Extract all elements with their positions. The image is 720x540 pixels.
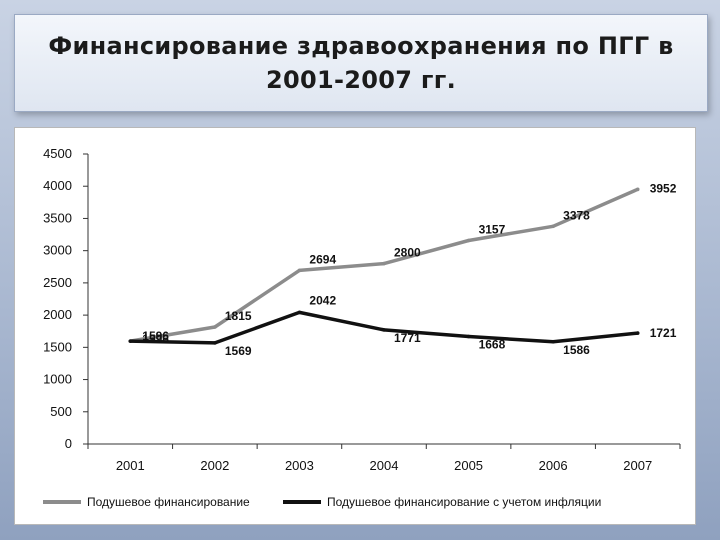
data-label: 1815 [225,309,252,323]
legend-label-1: Подушевое финансирование [87,495,250,509]
y-tick-label: 500 [50,404,72,419]
data-label: 1586 [563,343,590,357]
x-tick-label: 2001 [116,458,145,473]
x-tick-label: 2006 [539,458,568,473]
data-label: 1721 [650,326,677,340]
data-point [128,339,133,343]
data-label: 1569 [225,344,252,358]
data-point [382,261,386,266]
x-tick-label: 2004 [370,458,399,473]
x-tick-label: 2002 [200,458,229,473]
slide-title-box: Финансирование здравоохранения по ПГГ в … [14,14,708,112]
x-tick-label: 2005 [454,458,483,473]
data-point [551,224,555,229]
y-tick-label: 0 [65,436,72,451]
data-point [551,339,555,344]
y-tick-label: 2500 [43,275,72,290]
chart-series [128,187,640,345]
y-axis-tick-labels: 0 500 1000 1500 2000 2500 3000 3500 4000 4500 [43,146,72,451]
data-point [213,341,217,345]
data-label: 1771 [394,331,421,345]
y-tick-label: 1000 [43,372,72,387]
data-point [382,328,386,332]
data-point [213,325,217,329]
data-label: 1596 [142,329,169,343]
data-label: 3157 [479,223,506,237]
x-tick-label: 2007 [623,458,652,473]
data-label: 3378 [563,208,590,222]
x-tick-label: 2003 [285,458,314,473]
line-chart-panel: 0 500 1000 1500 2000 2500 3000 3500 4000 4500 200… [14,127,696,525]
y-tick-label: 2000 [43,307,72,322]
data-label: 1668 [479,338,506,352]
legend-label-2: Подушевое финансирование с учетом инфляц… [327,495,601,509]
data-point [297,268,302,273]
x-axis-tick-labels: 2001 2002 2003 2004 2005 2006 2007 [116,458,652,473]
slide-title: Финансирование здравоохранения по ПГГ в … [48,32,674,94]
data-point [635,331,640,335]
data-point [297,310,302,315]
data-label: 3952 [650,181,677,195]
y-tick-label: 1500 [43,339,72,354]
y-tick-label: 3000 [43,243,72,258]
data-label: 2694 [309,252,336,266]
chart-axes [83,153,681,449]
y-tick-label: 3500 [43,210,72,225]
chart-legend: Подушевое финансирование Подушевое финанс… [43,495,601,509]
y-tick-label: 4000 [43,178,72,193]
data-point [635,187,640,192]
data-label: 2042 [309,293,336,307]
data-label: 1596 [142,332,169,346]
line-chart: 0 500 1000 1500 2000 2500 3000 3500 4000 4500 200… [43,146,681,509]
data-point [466,334,471,339]
data-label: 2800 [394,246,421,260]
data-point [466,238,471,243]
y-tick-label: 4500 [43,146,72,161]
